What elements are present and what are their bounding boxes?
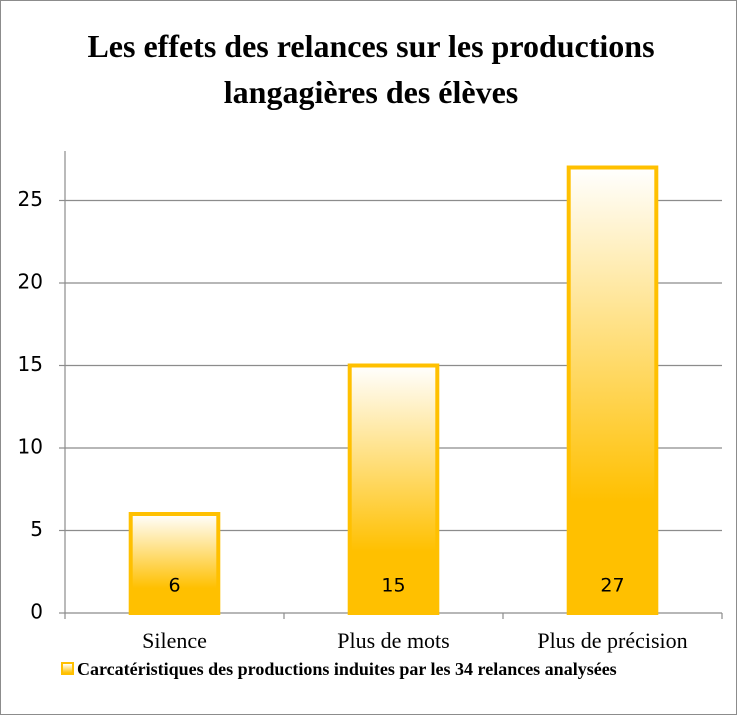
chart-title: Les effets des relances sur les producti… <box>87 28 655 110</box>
y-tick-label: 25 <box>18 187 43 211</box>
legend-key <box>61 662 74 675</box>
y-tick-label: 5 <box>30 517 43 541</box>
y-tick-label: 10 <box>18 435 43 459</box>
x-tick-label: Plus de précision <box>537 628 687 653</box>
data-label: 15 <box>381 575 405 597</box>
x-tick-label: Plus de mots <box>337 628 449 653</box>
legend-label: Carcatéristiques des productions induite… <box>77 659 617 679</box>
bar <box>566 165 659 615</box>
y-tick-label: 15 <box>18 352 43 376</box>
x-tick-label: Silence <box>142 628 207 653</box>
y-tick-label: 20 <box>18 270 43 294</box>
data-label: 6 <box>168 575 180 597</box>
legend: Carcatéristiques des productions induite… <box>61 656 721 682</box>
bar <box>128 512 221 615</box>
y-tick-label: 0 <box>30 600 43 624</box>
data-label: 27 <box>600 575 624 597</box>
bar <box>347 363 440 615</box>
